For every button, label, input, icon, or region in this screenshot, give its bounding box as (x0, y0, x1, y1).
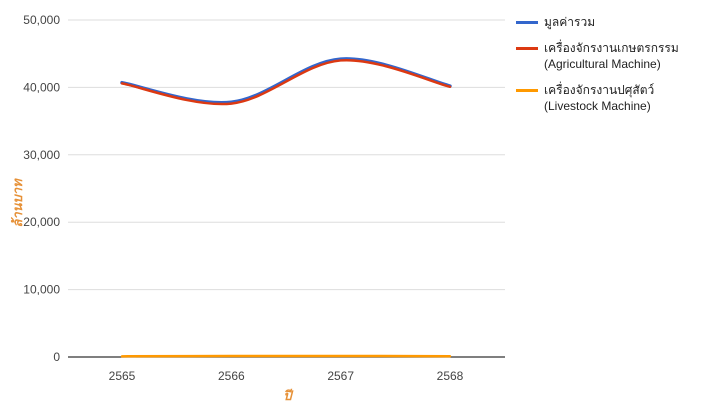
y-axis-title: ล้านบาท (10, 178, 26, 228)
y-tick-label: 30,000 (23, 148, 60, 162)
chart-legend: มูลค่ารวมเครื่องจักรงานเกษตรกรรม (Agricu… (516, 14, 706, 124)
legend-label: เครื่องจักรงานปศุสัตว์ (Livestock Machin… (544, 82, 706, 114)
y-tick-label: 20,000 (23, 215, 60, 229)
legend-item: เครื่องจักรงานปศุสัตว์ (Livestock Machin… (516, 82, 706, 114)
y-tick-label: 40,000 (23, 80, 60, 94)
legend-item: มูลค่ารวม (516, 14, 706, 30)
x-axis-title: ปี (283, 388, 294, 404)
series-line-2 (122, 60, 450, 104)
y-tick-label: 10,000 (23, 283, 60, 297)
x-tick-label: 2565 (109, 369, 136, 383)
legend-swatch (516, 21, 538, 24)
legend-swatch (516, 89, 538, 92)
legend-label: มูลค่ารวม (544, 14, 595, 30)
legend-item: เครื่องจักรงานเกษตรกรรม (Agricultural Ma… (516, 40, 706, 72)
y-tick-label: 50,000 (23, 13, 60, 27)
x-tick-label: 2566 (218, 369, 245, 383)
legend-swatch (516, 47, 538, 50)
x-tick-label: 2567 (327, 369, 354, 383)
y-tick-label: 0 (53, 350, 60, 364)
legend-label: เครื่องจักรงานเกษตรกรรม (Agricultural Ma… (544, 40, 706, 72)
x-tick-label: 2568 (437, 369, 464, 383)
